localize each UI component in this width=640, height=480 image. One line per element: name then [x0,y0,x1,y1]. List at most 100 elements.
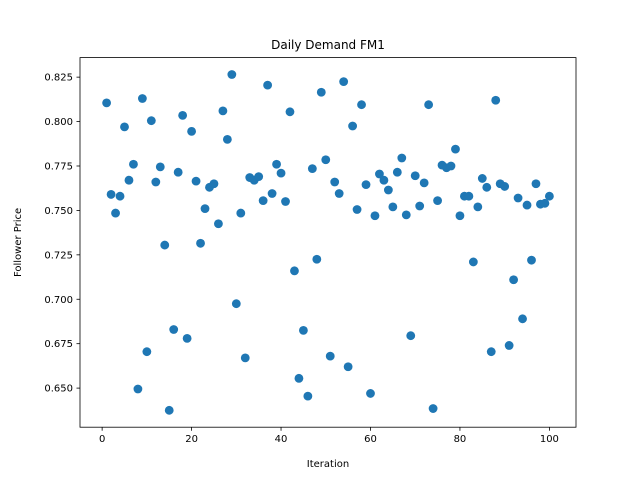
y-tick-label: 0.775 [44,161,73,172]
data-point [406,331,416,341]
data-point [227,70,237,79]
data-point [272,159,281,169]
x-tick-label: 80 [454,434,467,445]
data-point [401,210,411,220]
data-point [169,325,179,334]
data-point [415,201,425,211]
data-point [182,333,192,343]
data-points [102,70,554,415]
data-point [173,167,183,177]
plot-area [80,57,576,428]
data-point [330,177,340,187]
data-point [540,198,550,208]
data-point [544,191,554,201]
x-tick-label: 0 [99,434,105,445]
data-point [339,77,349,86]
data-point [160,240,170,250]
data-point [370,211,380,221]
y-tick-label: 0.800 [44,117,73,128]
data-point [410,171,420,181]
y-tick-label: 0.650 [44,384,73,395]
data-point [424,100,434,110]
data-point [504,341,514,350]
data-point [334,189,344,198]
data-point [397,153,407,163]
data-point [146,116,156,126]
plot-frame [79,57,577,428]
data-point [352,205,362,214]
data-point [294,373,304,383]
data-point [285,107,295,117]
data-point [473,202,483,212]
data-point [240,353,250,363]
data-point [151,177,161,187]
data-point [419,178,429,188]
data-point [361,180,371,190]
data-point [115,191,125,201]
data-point [428,404,438,413]
data-point [263,80,273,90]
data-point [120,122,129,132]
data-point [522,200,532,210]
data-point [236,208,246,218]
data-point [222,134,232,144]
data-point [214,219,223,229]
data-point [316,87,326,97]
data-point [307,164,317,174]
data-point [196,238,205,248]
data-point [357,100,366,110]
data-point [231,299,241,309]
y-axis-label: Follower Price [13,208,24,277]
data-point [187,126,196,136]
data-point [392,167,402,177]
x-tick-label: 100 [540,434,559,445]
data-point [102,98,112,108]
data-point [178,110,188,120]
data-point [518,314,527,324]
y-tick-label: 0.725 [44,250,73,261]
data-point [164,405,174,415]
data-point [111,208,120,218]
data-point [321,155,331,165]
data-point [281,197,290,206]
y-tick-label: 0.825 [44,73,73,84]
data-point [513,193,523,203]
x-tick-label: 60 [364,434,377,445]
data-point [509,275,519,285]
data-point [486,347,496,357]
data-point [343,362,353,372]
data-point [531,179,541,189]
data-point [477,174,487,183]
data-point [299,325,308,335]
data-point [366,389,375,398]
y-tick-label: 0.750 [44,206,73,217]
data-point [491,95,501,105]
data-point [375,169,384,179]
data-point [106,190,116,199]
data-point [348,121,357,131]
data-point [155,162,165,172]
data-point [312,254,322,264]
data-point [142,347,152,357]
data-point [200,204,210,214]
chart-title: Daily Demand FM1 [271,38,385,52]
data-point [383,185,393,195]
data-point [446,161,456,171]
data-point [133,384,143,394]
data-point [303,391,313,401]
x-axis-ticks: 0 20 40 60 80 100 [99,427,559,445]
data-point [124,175,134,185]
data-point [191,176,201,186]
x-tick-label: 20 [185,434,198,445]
data-point [258,196,268,206]
y-tick-label: 0.675 [44,339,73,350]
data-point [254,172,264,182]
data-point [455,211,465,221]
data-point [267,189,277,198]
data-point [209,179,219,189]
data-point [276,168,286,178]
data-point [290,266,299,276]
data-point [527,255,536,265]
data-point [325,351,335,361]
